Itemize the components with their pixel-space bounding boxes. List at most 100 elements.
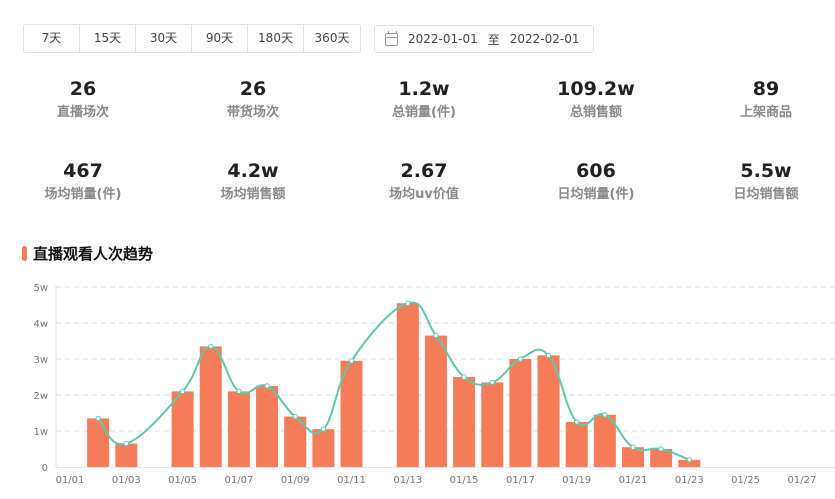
range-180-days-button[interactable]: 180天 bbox=[248, 25, 304, 52]
bar bbox=[171, 391, 194, 467]
bar bbox=[593, 414, 616, 467]
stat-label: 总销售额 bbox=[569, 105, 622, 120]
x-tick-label: 01/05 bbox=[168, 475, 197, 486]
stat-label: 场均销售额 bbox=[220, 187, 286, 202]
x-tick-label: 01/03 bbox=[112, 475, 141, 486]
bar bbox=[537, 355, 560, 467]
stat-daily-avg-revenue: 5.5w 日均销售额 bbox=[691, 160, 835, 202]
bar bbox=[622, 447, 644, 467]
stat-value: 26 bbox=[69, 78, 97, 100]
trend-point bbox=[686, 457, 692, 463]
bar bbox=[340, 360, 363, 467]
stat-label: 场均uv价值 bbox=[389, 187, 459, 202]
y-tick-label: 3w bbox=[33, 355, 48, 366]
stat-value: 4.2w bbox=[227, 160, 279, 182]
stat-value: 109.2w bbox=[557, 78, 635, 100]
date-end: 2022-02-01 bbox=[509, 32, 580, 46]
trend-point bbox=[574, 419, 580, 425]
stat-label: 直播场次 bbox=[56, 105, 109, 120]
stat-value: 606 bbox=[576, 160, 616, 182]
x-tick-label: 01/07 bbox=[224, 475, 253, 486]
trend-point bbox=[658, 446, 664, 452]
bar bbox=[509, 359, 532, 467]
range-30-days-button[interactable]: 30天 bbox=[136, 25, 192, 52]
bar bbox=[312, 429, 335, 467]
stat-total-revenue: 109.2w 总销售额 bbox=[521, 78, 671, 120]
bar bbox=[396, 303, 419, 467]
stat-value: 5.5w bbox=[740, 160, 792, 182]
trend-point bbox=[461, 374, 467, 380]
x-tick-label: 01/13 bbox=[393, 475, 422, 486]
bar bbox=[481, 382, 504, 467]
range-360-days-button[interactable]: 360天 bbox=[314, 31, 350, 45]
trend-point bbox=[405, 300, 411, 306]
stat-label: 日均销量(件) bbox=[557, 187, 635, 202]
stat-value: 467 bbox=[63, 160, 103, 182]
bar bbox=[565, 422, 588, 467]
title-accent-bar bbox=[22, 246, 27, 261]
stat-live-sessions: 26 直播场次 bbox=[8, 78, 158, 120]
x-tick-label: 01/27 bbox=[787, 475, 816, 486]
chart-title: 直播观看人次趋势 bbox=[33, 245, 154, 263]
x-tick-label: 01/21 bbox=[619, 475, 648, 486]
trend-point bbox=[123, 440, 130, 447]
chart-section-title: 直播观看人次趋势 bbox=[22, 243, 153, 264]
trend-point bbox=[264, 383, 270, 389]
stat-daily-avg-volume: 606 日均销量(件) bbox=[521, 160, 671, 202]
bar bbox=[453, 377, 476, 467]
x-tick-label: 01/11 bbox=[337, 475, 366, 486]
y-tick-label: 5w bbox=[33, 283, 48, 294]
y-tick-label: 1w bbox=[33, 427, 48, 438]
stat-label: 总销量(件) bbox=[392, 105, 456, 120]
trend-point bbox=[545, 352, 552, 359]
stat-avg-uv-value: 2.67 场均uv价值 bbox=[349, 160, 499, 202]
stat-avg-revenue-per-session: 4.2w 场均销售额 bbox=[178, 160, 328, 202]
trend-point bbox=[95, 415, 101, 422]
viewer-trend-chart: 0 1w 2w 3w 4w 5w 01/01 01/03 01/05 01/07 01/09 01/1… bbox=[33, 283, 835, 486]
bar bbox=[256, 386, 279, 467]
trend-point bbox=[517, 356, 524, 362]
bar bbox=[87, 418, 110, 467]
bar bbox=[115, 443, 138, 467]
trend-point bbox=[236, 388, 242, 395]
y-tick-label: 2w bbox=[33, 391, 48, 402]
stat-avg-volume-per-session: 467 场均销量(件) bbox=[8, 160, 158, 202]
bar bbox=[284, 416, 307, 467]
stat-label: 上架商品 bbox=[739, 105, 792, 120]
x-tick-label: 01/19 bbox=[562, 475, 591, 486]
stat-listed-products: 89 上架商品 bbox=[691, 78, 835, 120]
bar bbox=[650, 449, 673, 467]
range-15-days-button[interactable]: 15天 bbox=[80, 25, 136, 52]
stat-value: 1.2w bbox=[398, 78, 450, 100]
range-7-days-button[interactable]: 7天 bbox=[24, 25, 80, 52]
trend-point bbox=[433, 332, 439, 339]
bar bbox=[227, 391, 250, 467]
trend-point bbox=[292, 413, 298, 420]
y-tick-label: 4w bbox=[33, 319, 48, 330]
x-tick-label: 01/25 bbox=[731, 475, 760, 486]
bar bbox=[424, 335, 447, 467]
stat-value: 26 bbox=[239, 78, 267, 100]
x-tick-label: 01/23 bbox=[675, 475, 704, 486]
date-range-picker[interactable]: 2022-01-01 至 2022-02-01 bbox=[374, 25, 594, 53]
stat-sales-sessions: 26 带货场次 bbox=[178, 78, 328, 120]
range-90-days-button[interactable]: 90天 bbox=[192, 25, 248, 52]
bar bbox=[678, 459, 701, 467]
date-start: 2022-01-01 bbox=[408, 32, 478, 46]
date-separator: 至 bbox=[487, 32, 500, 47]
trend-point bbox=[208, 343, 214, 350]
stat-label: 场均销量(件) bbox=[44, 187, 122, 202]
y-tick-label: 0 bbox=[42, 463, 48, 474]
trend-point bbox=[602, 412, 608, 418]
stat-label: 带货场次 bbox=[226, 105, 279, 120]
trend-point bbox=[179, 388, 186, 395]
stat-total-volume: 1.2w 总销量(件) bbox=[349, 78, 499, 120]
trend-point bbox=[630, 444, 636, 450]
stat-value: 89 bbox=[752, 78, 780, 100]
stat-value: 2.67 bbox=[400, 160, 448, 182]
trend-point bbox=[489, 379, 495, 386]
range-button-group: 7天 15天 30天 90天 180天 360天 bbox=[23, 24, 361, 53]
calendar-icon bbox=[385, 30, 398, 46]
trend-point bbox=[348, 358, 355, 364]
bar bbox=[199, 346, 222, 467]
